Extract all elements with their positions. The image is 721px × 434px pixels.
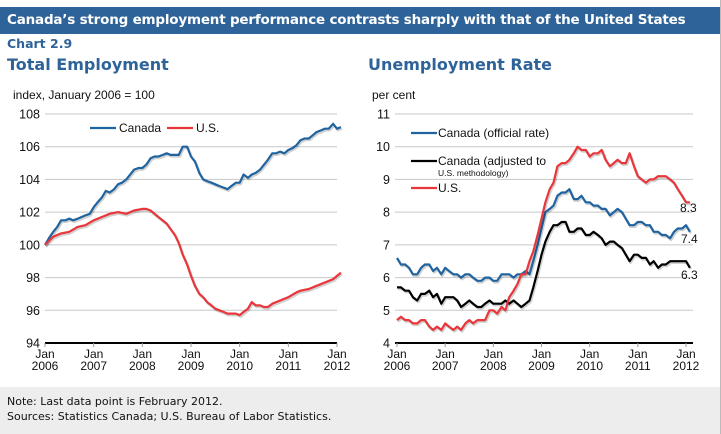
chart-number: Chart 2.9 — [7, 36, 73, 51]
left-x-tick-label-year: 2008 — [129, 359, 156, 373]
right-x-tick-label-year: 2010 — [576, 359, 603, 373]
left-x-tick-label-year: 2006 — [32, 359, 59, 373]
chart-banner-title: Canada’s strong employment performance c… — [0, 7, 721, 34]
unemployment-chart: per cent 4567891011Jan2006Jan2007Jan2008… — [372, 88, 700, 373]
left-x-tick-label-month: Jan — [133, 347, 152, 361]
legend-label-canada-adjusted-sub: U.S. methodology) — [438, 168, 509, 178]
left-legend: Canada U.S. — [90, 121, 219, 135]
left-x-tick-label-year: 2009 — [178, 359, 205, 373]
right-y-tick-label: 9 — [383, 173, 390, 187]
left-x-tick-label-month: Jan — [279, 347, 298, 361]
left-series-canada-line — [44, 122, 342, 246]
left-y-tick-label: 94 — [26, 337, 40, 351]
left-y-tick-label: 104 — [19, 173, 40, 187]
right-x-tick-label-month: Jan — [435, 347, 454, 361]
right-x-tick-label-month: Jan — [484, 347, 503, 361]
right-y-tick-label: 6 — [383, 271, 390, 285]
right-x-tick-label-month: Jan — [628, 347, 647, 361]
right-series-canada-adjusted-to-u-s-methodology-shadow — [398, 222, 693, 310]
right-y-tick-label: 5 — [383, 304, 390, 318]
left-x-tick-label-year: 2011 — [275, 359, 301, 373]
left-x-tick-label-year: 2012 — [324, 359, 351, 373]
left-y-tick-label: 106 — [19, 140, 40, 154]
right-legend: Canada (official rate) Canada (adjusted … — [411, 126, 549, 195]
right-y-axis-label: per cent — [372, 88, 416, 102]
right-y-tick-label: 10 — [376, 140, 390, 154]
annotation-us-last: 8.3 — [680, 201, 697, 215]
left-series-u-s-line — [44, 207, 342, 317]
employment-chart: index, January 2006 = 100 94 96 98 100 102 10… — [13, 88, 351, 373]
annotation-canada-official-last: 7.4 — [681, 232, 698, 246]
chart-footer: Note: Last data point is February 2012. … — [0, 387, 721, 434]
left-y-tick-label: 96 — [26, 304, 40, 318]
right-x-tick-label-year: 2012 — [673, 359, 700, 373]
left-x-tick-label-month: Jan — [181, 347, 200, 361]
right-series-canada-official-rate-line — [396, 188, 691, 282]
right-y-tick-label: 8 — [383, 206, 390, 220]
legend-label-canada: Canada — [119, 121, 161, 135]
right-y-tick-label: 7 — [383, 238, 390, 252]
right-x-tick-label-month: Jan — [676, 347, 695, 361]
legend-label-canada-adjusted: Canada (adjusted to — [438, 154, 546, 168]
left-x-tick-label-month: Jan — [230, 347, 249, 361]
top-margin — [0, 0, 721, 7]
right-x-tick-label-year: 2007 — [432, 359, 459, 373]
left-x-tick-label-month: Jan — [84, 347, 103, 361]
footer-sources: Sources: Statistics Canada; U.S. Bureau … — [7, 410, 332, 423]
left-y-tick-label: 98 — [26, 271, 40, 285]
legend-label-us-rate: U.S. — [438, 181, 461, 195]
legend-label-canada-official: Canada (official rate) — [438, 126, 549, 140]
left-y-tick-label: 100 — [19, 238, 40, 252]
right-panel-title: Unemployment Rate — [368, 55, 553, 74]
annotation-canada-adjusted-last: 6.3 — [681, 268, 698, 282]
right-x-tick-label-year: 2011 — [625, 359, 651, 373]
left-y-tick-label: 102 — [19, 206, 40, 220]
right-series-canada-adjusted-to-u-s-methodology-line — [397, 220, 691, 309]
right-x-tick-label-year: 2009 — [528, 359, 555, 373]
right-x-tick-label-month: Jan — [387, 347, 406, 361]
right-x-tick-label-year: 2008 — [480, 359, 507, 373]
left-panel-title: Total Employment — [7, 55, 169, 74]
right-y-tick-label: 4 — [383, 337, 390, 351]
left-x-tick-label-year: 2010 — [226, 359, 253, 373]
right-series-u-s-line — [396, 145, 690, 331]
right-x-tick-label-month: Jan — [580, 347, 599, 361]
left-x-tick-label-year: 2007 — [80, 359, 107, 373]
right-x-tick-label-month: Jan — [532, 347, 551, 361]
left-x-tick-label-month: Jan — [35, 347, 54, 361]
left-y-axis-label: index, January 2006 = 100 — [13, 88, 155, 102]
left-series-u-s-shadow — [45, 209, 343, 319]
legend-label-us: U.S. — [196, 121, 219, 135]
right-y-tick-label: 11 — [377, 108, 390, 122]
left-y-tick-label: 108 — [19, 108, 40, 122]
footer-note: Note: Last data point is February 2012. — [7, 395, 223, 408]
right-x-tick-label-year: 2006 — [384, 359, 411, 373]
left-x-tick-label-month: Jan — [327, 347, 346, 361]
